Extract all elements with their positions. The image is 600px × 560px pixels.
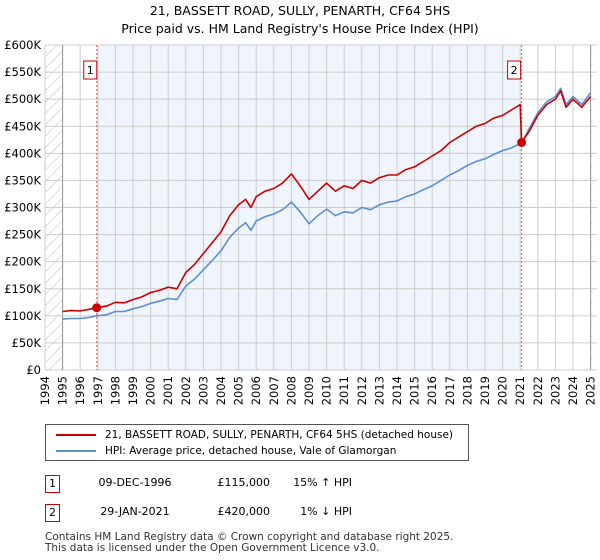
y-tick-label: £50K — [12, 336, 42, 350]
sale-badge: 1 — [45, 475, 60, 493]
chart-legend: 21, BASSETT ROAD, SULLY, PENARTH, CF64 5… — [45, 424, 469, 461]
y-tick-label: £500K — [4, 92, 41, 106]
series-line-hpi — [62, 87, 592, 320]
sale-hpi-diff: 15% ↑ HPI — [293, 476, 352, 489]
x-tick-label: 1995 — [56, 376, 70, 405]
footer-copyright: Contains HM Land Registry data © Crown c… — [45, 531, 454, 543]
y-tick-label: £350K — [4, 173, 41, 187]
x-tick-label: 2025 — [584, 376, 598, 405]
x-tick-label: 2001 — [161, 376, 175, 405]
footer-licence: This data is licensed under the Open Gov… — [45, 542, 380, 554]
sale-label-box — [83, 60, 98, 80]
y-tick-label: £0 — [26, 363, 41, 377]
x-tick-label: 2010 — [320, 376, 334, 405]
sale-label-number: 1 — [87, 64, 94, 77]
x-tick-label: 2012 — [355, 376, 369, 405]
y-tick-label: £600K — [4, 38, 41, 52]
legend-item-property: 21, BASSETT ROAD, SULLY, PENARTH, CF64 5… — [46, 427, 468, 443]
x-tick-label: 2021 — [513, 376, 527, 405]
x-tick-label: 2003 — [196, 376, 210, 405]
x-tick-label: 2008 — [284, 376, 298, 405]
sale-price: £115,000 — [217, 476, 271, 489]
x-tick-label: 2018 — [460, 376, 474, 405]
y-tick-label: £300K — [4, 201, 41, 215]
y-tick-label: £250K — [4, 228, 41, 242]
x-tick-label: 2006 — [249, 376, 263, 405]
y-tick-label: £150K — [4, 282, 41, 296]
x-tick-label: 2024 — [566, 376, 580, 405]
legend-item-hpi: HPI: Average price, detached house, Vale… — [46, 443, 468, 459]
sale-date: 09-DEC-1996 — [98, 476, 172, 489]
sale-badge: 2 — [45, 504, 60, 522]
series-line-property — [62, 90, 592, 313]
x-tick-label: 2011 — [337, 376, 351, 405]
price-chart: £0 £50K £100K £150K £200K £250K £300K £350K £400… — [4, 38, 598, 405]
legend-swatch-hpi — [56, 450, 96, 452]
legend-label-hpi: HPI: Average price, detached house, Vale… — [105, 445, 397, 457]
sale-row: 2 29-JAN-2021 £420,000 1% ↓ HPI — [0, 504, 600, 524]
x-tick-label: 2016 — [425, 376, 439, 405]
chart-title-line2: Price paid vs. HM Land Registry's House … — [121, 21, 479, 36]
x-tick-label: 2013 — [372, 376, 386, 405]
y-tick-label: £550K — [4, 65, 41, 79]
x-tick-label: 1998 — [108, 376, 122, 405]
x-tick-label: 2023 — [548, 376, 562, 405]
sale-hpi-diff: 1% ↓ HPI — [300, 505, 352, 518]
x-tick-label: 2002 — [179, 376, 193, 405]
y-tick-label: £450K — [4, 119, 41, 133]
sale-label-box — [507, 60, 522, 80]
x-tick-label: 1999 — [126, 376, 140, 405]
sale-point — [517, 138, 527, 147]
sale-point — [92, 303, 102, 313]
x-tick-label: 1997 — [91, 376, 105, 405]
footer-attribution: Contains HM Land Registry data © Crown c… — [45, 532, 453, 554]
y-tick-label: £400K — [4, 146, 41, 160]
sale-row: 1 09-DEC-1996 £115,000 15% ↑ HPI — [0, 475, 600, 495]
x-tick-label: 2007 — [267, 376, 281, 405]
sale-price: £420,000 — [217, 505, 271, 518]
x-tick-label: 2015 — [408, 376, 422, 405]
x-tick-label: 2019 — [478, 376, 492, 405]
x-tick-label: 2004 — [214, 376, 228, 405]
y-tick-label: £200K — [4, 255, 41, 269]
x-tick-label: 2009 — [302, 376, 316, 405]
sale-date: 29-JAN-2021 — [100, 505, 170, 518]
x-tick-label: 2017 — [443, 376, 457, 405]
sale-label-number: 2 — [511, 64, 518, 77]
x-tick-label: 2000 — [144, 376, 158, 405]
x-tick-label: 1996 — [73, 376, 87, 405]
y-tick-label: £100K — [4, 309, 41, 323]
x-tick-label: 1994 — [38, 376, 52, 405]
x-tick-label: 2020 — [496, 376, 510, 405]
chart-title-line1: 21, BASSETT ROAD, SULLY, PENARTH, CF64 5… — [149, 3, 451, 18]
x-tick-label: 2005 — [232, 376, 246, 405]
legend-label-property: 21, BASSETT ROAD, SULLY, PENARTH, CF64 5… — [105, 429, 454, 441]
x-tick-label: 2014 — [390, 376, 404, 405]
x-tick-label: 2022 — [531, 376, 545, 405]
legend-swatch-property — [56, 434, 96, 436]
